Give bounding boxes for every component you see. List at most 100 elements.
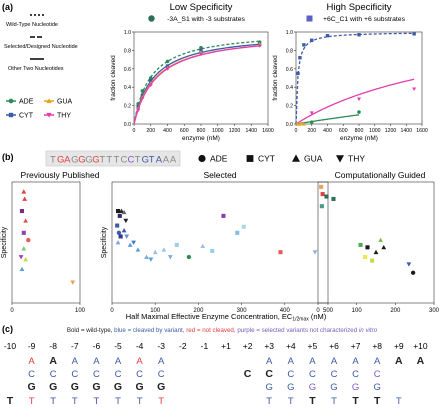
chart-legend-label: +6C_C1 with +6 substrates <box>323 16 406 23</box>
nucleotide-cell: C <box>115 369 122 380</box>
y-tick-label: 0.0 <box>286 122 293 128</box>
selected-chart: Selected 0 100 200 300 400 500 Specificity <box>101 170 334 314</box>
sequence-letter: C <box>128 155 135 166</box>
nucleotide-cell: A <box>115 356 122 367</box>
b-xlabel-unit: (nM) <box>309 312 327 321</box>
x-tick-label: 200 <box>193 308 204 314</box>
nucleotide-cell: A <box>93 356 100 367</box>
low-specificity-chart: Low Specificity -3A_S1 with -3 substrates… <box>110 2 274 142</box>
x-tick-label: 400 <box>280 308 291 314</box>
position-label: +9 <box>394 341 404 351</box>
nucleotide-cell: T <box>158 396 164 407</box>
nucleotide-grid: -10 -9 -8 -7 -6 -5 -4 -3 -2 -1 +1 +2 +3 +4 +5 +6 +7 +8 +9 +… <box>4 341 428 407</box>
sequence-letter: G <box>85 155 92 166</box>
data-point <box>124 234 130 239</box>
data-point <box>118 234 123 239</box>
data-point <box>235 230 240 235</box>
y-axis-label: Specificity <box>101 226 108 258</box>
data-point <box>221 213 226 218</box>
sequence-letter: G <box>71 155 78 166</box>
nucleotide-cell: T <box>396 396 402 407</box>
nucleotide-cell: C <box>71 369 78 380</box>
x-tick-label: 1000 <box>369 128 381 134</box>
sequence-letter: T <box>50 155 56 166</box>
data-point-cyt <box>310 38 314 42</box>
panel-label-c: (c) <box>2 324 13 334</box>
y-tick-label: 0.2 <box>124 104 131 110</box>
nucleotide-cell: A <box>417 355 425 367</box>
data-point-cyt <box>325 33 330 38</box>
b-legend-marker-cyt <box>246 155 254 162</box>
legend-selected: Selected/Designed Nucleotide <box>4 44 78 50</box>
data-point <box>123 218 129 224</box>
c-note-red: red = not cleaved, <box>186 327 237 334</box>
nucleotide-cell: C <box>158 369 165 380</box>
nucleotide-cell: C <box>265 368 273 380</box>
x-tick-label: 1200 <box>385 128 397 134</box>
position-label: +1 <box>221 341 231 351</box>
sequence-letter: T <box>149 155 155 166</box>
nucleotide-cell: C <box>309 369 316 380</box>
data-point-thy <box>257 44 262 48</box>
data-point <box>70 280 76 285</box>
data-point <box>186 254 192 260</box>
data-point-cyt <box>302 43 306 47</box>
x-tick-label: 500 <box>323 308 334 314</box>
series-line-cyt <box>133 43 260 125</box>
data-point <box>200 243 206 249</box>
data-point <box>381 244 387 250</box>
data-point <box>121 209 127 215</box>
nucleotide-cell: T <box>352 395 359 407</box>
nucleotide-cell: C <box>374 369 381 380</box>
data-point <box>115 223 120 228</box>
position-label: -9 <box>28 341 36 351</box>
x-tick-label: 800 <box>355 128 364 134</box>
nucleotide-cell: G <box>309 382 316 393</box>
position-label: -5 <box>114 341 122 351</box>
nucleotide-cell: T <box>72 396 78 407</box>
position-label: -7 <box>71 341 79 351</box>
x-tick-label: 400 <box>323 128 332 134</box>
x-tick-label: 1000 <box>212 128 224 134</box>
x-tick-label: 0 <box>133 128 136 134</box>
data-point <box>358 242 363 247</box>
data-point-cyt <box>357 33 361 37</box>
series-line-thy <box>133 45 260 125</box>
data-point <box>174 242 179 247</box>
x-axis-label: enzyme (nM) <box>340 135 378 142</box>
sequence-letter: A <box>163 155 170 166</box>
nucleotide-cell: C <box>331 369 338 380</box>
legend-label-cyt: CYT <box>19 113 34 120</box>
b-legend-label-gua: GUA <box>304 154 323 164</box>
nucleotide-cell: G <box>114 381 122 393</box>
data-point-thy <box>412 87 417 92</box>
plot-frame <box>295 31 423 125</box>
data-point-thy <box>165 67 170 71</box>
legend-other: Other Two Nucleotides <box>8 66 64 72</box>
data-point <box>18 255 24 260</box>
nucleotide-cell: G <box>266 382 273 393</box>
y-tick-label: 0.8 <box>286 48 293 54</box>
position-label: -6 <box>93 341 101 351</box>
data-point <box>115 240 121 245</box>
data-point <box>21 230 26 235</box>
b-legend-marker-gua <box>292 154 300 162</box>
nucleotide-cell: G <box>49 381 57 393</box>
b-xlabel: Half Maximal Effective Enzyme Concentrat… <box>126 312 327 323</box>
data-point <box>278 250 283 255</box>
nucleotide-cell: T <box>331 396 337 407</box>
data-point <box>135 247 141 252</box>
legend-wild-type: Wild-Type Nucleotide <box>6 22 58 28</box>
sequence-letter: T <box>135 155 141 166</box>
nucleotide-cell: G <box>352 382 359 393</box>
x-tick-label: 0 <box>110 308 114 314</box>
data-point <box>406 262 412 267</box>
x-tick-label: 1200 <box>229 128 241 134</box>
b-legend-marker-thy <box>336 155 344 163</box>
data-point-cyt <box>412 32 416 36</box>
data-point <box>319 204 324 209</box>
plot-frame <box>317 181 435 304</box>
nucleotide-cell: T <box>50 396 56 407</box>
